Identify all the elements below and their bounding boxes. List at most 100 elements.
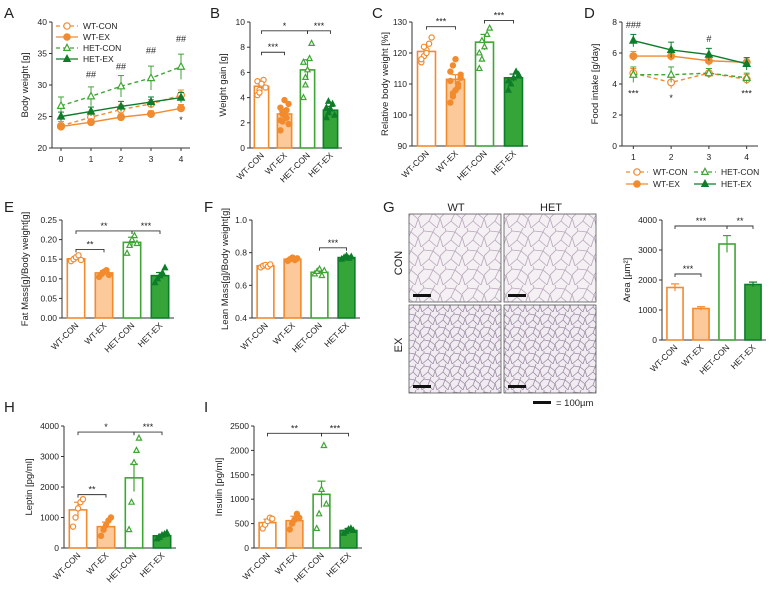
- series-line: [633, 55, 747, 63]
- bar: [283, 258, 302, 319]
- x-tick-label: WT-EX: [82, 320, 108, 346]
- significance-label: ##: [86, 69, 96, 79]
- y-tick-label: 0: [652, 335, 657, 345]
- series-marker: [704, 67, 714, 77]
- panel-letter-c: C: [372, 5, 383, 22]
- y-tick-label: 0.10: [40, 274, 57, 284]
- significance-label: ***: [314, 21, 325, 31]
- data-point: [283, 114, 290, 121]
- legend-marker: [700, 167, 710, 175]
- data-point: [161, 263, 169, 271]
- data-point: [286, 526, 293, 533]
- data-point: [318, 271, 326, 279]
- y-tick-label: 1500: [230, 470, 249, 480]
- series-marker: [56, 111, 66, 120]
- histo-col-label-wt: WT: [447, 202, 464, 214]
- data-point: [420, 43, 428, 51]
- y-tick-label: 1000: [40, 513, 59, 523]
- series-marker: [86, 106, 96, 115]
- legend-label: WT-EX: [653, 179, 680, 189]
- x-tick-label: 0: [59, 154, 64, 164]
- data-point: [303, 65, 312, 73]
- bar: [744, 283, 762, 341]
- significance-label: ***: [628, 88, 639, 98]
- significance-label: ***: [330, 423, 341, 433]
- bar: [256, 264, 275, 319]
- chart-lean-mass: 0.4 0.6 0.8 1.0 Lean Mass[g]/Body weight[g] W…: [220, 208, 360, 354]
- significance-bracket: [77, 494, 107, 498]
- x-tick-label: WT-CON: [49, 320, 80, 351]
- data-point: [483, 30, 491, 37]
- data-point: [123, 249, 131, 256]
- x-tick-label: HET-EX: [489, 148, 518, 177]
- legend-marker: [63, 22, 71, 30]
- series-marker: [628, 35, 638, 44]
- data-point: [475, 64, 483, 72]
- significance-label: ***: [328, 238, 339, 248]
- y-tick-label: 2500: [230, 421, 249, 431]
- histology-wt-con: [408, 213, 502, 303]
- panel-letter-a: A: [4, 5, 14, 22]
- chart-insulin: 0 500 1000 1500 2000 2500 Insulin [pg/ml] WT-CO…: [214, 421, 362, 584]
- data-point: [322, 499, 330, 507]
- x-tick-label: 3: [149, 154, 154, 164]
- data-point: [125, 525, 133, 533]
- panel-letter-h: H: [4, 399, 15, 416]
- significance-bracket: [133, 431, 163, 436]
- data-point: [504, 85, 512, 93]
- series-line: [633, 72, 747, 84]
- series-line: [633, 39, 747, 65]
- data-point: [315, 264, 324, 272]
- legend-marker: [63, 33, 71, 41]
- bar: [66, 258, 86, 319]
- y-tick-label: 0.6: [235, 280, 247, 290]
- legend-label: HET-EX: [721, 179, 752, 189]
- y-tick-label: 110: [393, 79, 407, 89]
- y-tick-label: 3000: [40, 452, 59, 462]
- significance-bracket: [319, 247, 347, 251]
- data-point: [515, 70, 523, 78]
- y-tick-label: 100: [393, 110, 407, 120]
- bar: [692, 307, 710, 341]
- y-tick-label: 0.00: [40, 313, 57, 323]
- bar: [666, 286, 684, 341]
- data-point: [301, 80, 310, 88]
- significance-label: **: [88, 485, 96, 495]
- bar: [416, 50, 437, 147]
- significance-label: ***: [741, 88, 752, 98]
- data-point: [163, 528, 171, 536]
- panel-letter-g: G: [383, 199, 395, 216]
- data-point: [447, 99, 454, 106]
- significance-label: ***: [696, 216, 707, 226]
- significance-bracket: [674, 273, 702, 277]
- y-tick-label: 3000: [638, 245, 657, 255]
- significance-label: ***: [143, 422, 154, 432]
- series-marker: [147, 109, 156, 118]
- significance-label: *: [669, 93, 673, 103]
- y-axis-label: Area [µm²]: [622, 258, 633, 303]
- data-point: [478, 36, 486, 44]
- data-point: [418, 56, 425, 63]
- significance-label: #: [706, 34, 711, 44]
- bar: [718, 243, 736, 341]
- data-point: [277, 117, 284, 124]
- series-marker: [176, 61, 186, 70]
- series-marker: [56, 100, 66, 109]
- histology-wt-ex: [408, 304, 502, 394]
- data-point: [447, 68, 454, 75]
- panel-letter-f: F: [204, 199, 213, 216]
- y-tick-label: 25: [38, 112, 48, 122]
- data-point: [478, 54, 486, 62]
- data-point: [285, 120, 292, 128]
- series-marker: [742, 72, 752, 81]
- legend-label: HET-CON: [83, 43, 121, 53]
- significance-label: **: [100, 221, 108, 231]
- y-tick-label: 6: [240, 67, 245, 77]
- bar: [337, 256, 356, 319]
- y-tick-label: 0.25: [40, 215, 57, 225]
- y-tick-label: 2: [612, 110, 617, 120]
- panel-letter-i: I: [204, 399, 208, 416]
- data-point: [153, 274, 162, 282]
- y-tick-label: 40: [38, 17, 48, 27]
